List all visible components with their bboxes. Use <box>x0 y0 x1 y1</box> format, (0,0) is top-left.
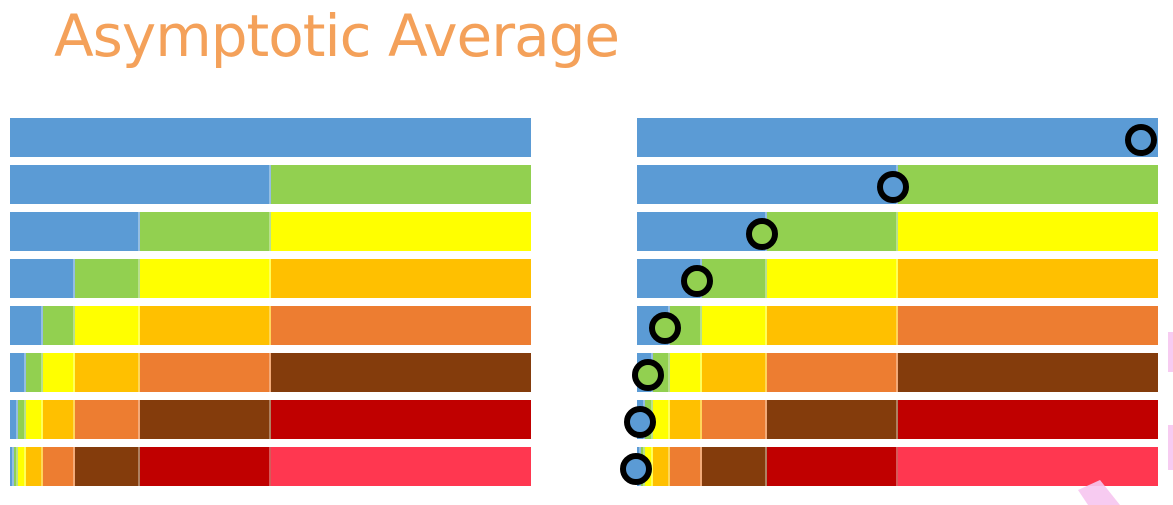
right-row-6-segment-4 <box>702 353 768 392</box>
marker-circle-row-2 <box>876 170 909 203</box>
marker-circle-row-1 <box>1125 123 1157 156</box>
marker-circle-row-5 <box>648 311 681 344</box>
left-row-6-segment-5 <box>140 353 271 392</box>
right-row-7-segment-3 <box>653 400 670 439</box>
right-row-8-segment-4 <box>653 447 670 486</box>
left-row-3-segment-3 <box>270 212 531 251</box>
left-row-8-segment-7 <box>140 447 271 486</box>
left-row-7-segment-2 <box>18 400 27 439</box>
left-row-8-segment-2 <box>14 447 19 486</box>
left-row-2-segment-1 <box>10 165 271 204</box>
left-row-7-segment-7 <box>270 400 531 439</box>
right-row-3-segment-1 <box>637 212 768 251</box>
right-row-8-segment-7 <box>767 447 898 486</box>
right-row-6-segment-5 <box>767 353 898 392</box>
left-row-3-segment-1 <box>10 212 141 251</box>
left-row-7-segment-6 <box>140 400 271 439</box>
right-row-8-segment-8 <box>897 447 1158 486</box>
left-row-4-segment-4 <box>270 259 531 298</box>
left-row-7-segment-4 <box>42 400 76 439</box>
left-row-8-segment-6 <box>75 447 141 486</box>
marker-circle-row-7 <box>624 405 657 438</box>
decorative-shape <box>1078 332 1173 505</box>
right-row-2-segment-1 <box>637 165 898 204</box>
marker-circle-row-8 <box>620 452 653 485</box>
right-row-3-segment-3 <box>897 212 1158 251</box>
left-row-6-segment-4 <box>75 353 141 392</box>
right-row-7-segment-4 <box>669 400 703 439</box>
left-row-7-segment-3 <box>26 400 43 439</box>
right-row-4-segment-4 <box>897 259 1158 298</box>
marker-circle-row-3 <box>746 217 779 250</box>
left-row-8-segment-8 <box>270 447 531 486</box>
left-row-5-segment-5 <box>270 306 531 345</box>
left-row-8-segment-1 <box>10 447 15 486</box>
right-row-5-segment-4 <box>767 306 898 345</box>
right-row-7-segment-7 <box>897 400 1158 439</box>
left-row-4-segment-2 <box>75 259 141 298</box>
marker-circle-row-4 <box>681 264 714 297</box>
left-row-5-segment-3 <box>75 306 141 345</box>
left-row-8-segment-3 <box>18 447 27 486</box>
right-row-4-segment-2 <box>702 259 768 298</box>
left-row-3-segment-2 <box>140 212 271 251</box>
left-row-6-segment-2 <box>26 353 43 392</box>
left-row-6-segment-6 <box>270 353 531 392</box>
left-row-7-segment-1 <box>10 400 19 439</box>
left-row-6-segment-3 <box>42 353 76 392</box>
right-row-5-segment-5 <box>897 306 1158 345</box>
left-row-7-segment-5 <box>75 400 141 439</box>
right-row-5-segment-3 <box>702 306 768 345</box>
left-row-4-segment-3 <box>140 259 271 298</box>
left-row-5-segment-4 <box>140 306 271 345</box>
right-row-4-segment-3 <box>767 259 898 298</box>
right-row-1-segment-1 <box>637 118 1158 157</box>
left-row-2-segment-2 <box>270 165 531 204</box>
right-row-8-segment-6 <box>702 447 768 486</box>
marker-circle-row-6 <box>632 358 665 391</box>
left-row-5-segment-2 <box>42 306 76 345</box>
page-title: Asymptotic Average <box>54 2 620 70</box>
right-row-2-segment-2 <box>897 165 1158 204</box>
left-row-4-segment-1 <box>10 259 76 298</box>
left-row-8-segment-5 <box>42 447 76 486</box>
left-row-8-segment-4 <box>26 447 43 486</box>
left-row-5-segment-1 <box>10 306 43 345</box>
right-row-7-segment-5 <box>702 400 768 439</box>
right-row-6-segment-3 <box>669 353 703 392</box>
right-row-3-segment-2 <box>767 212 898 251</box>
right-row-8-segment-5 <box>669 447 703 486</box>
right-row-7-segment-6 <box>767 400 898 439</box>
left-row-1-segment-1 <box>10 118 531 157</box>
left-row-6-segment-1 <box>10 353 27 392</box>
right-row-6-segment-6 <box>897 353 1158 392</box>
